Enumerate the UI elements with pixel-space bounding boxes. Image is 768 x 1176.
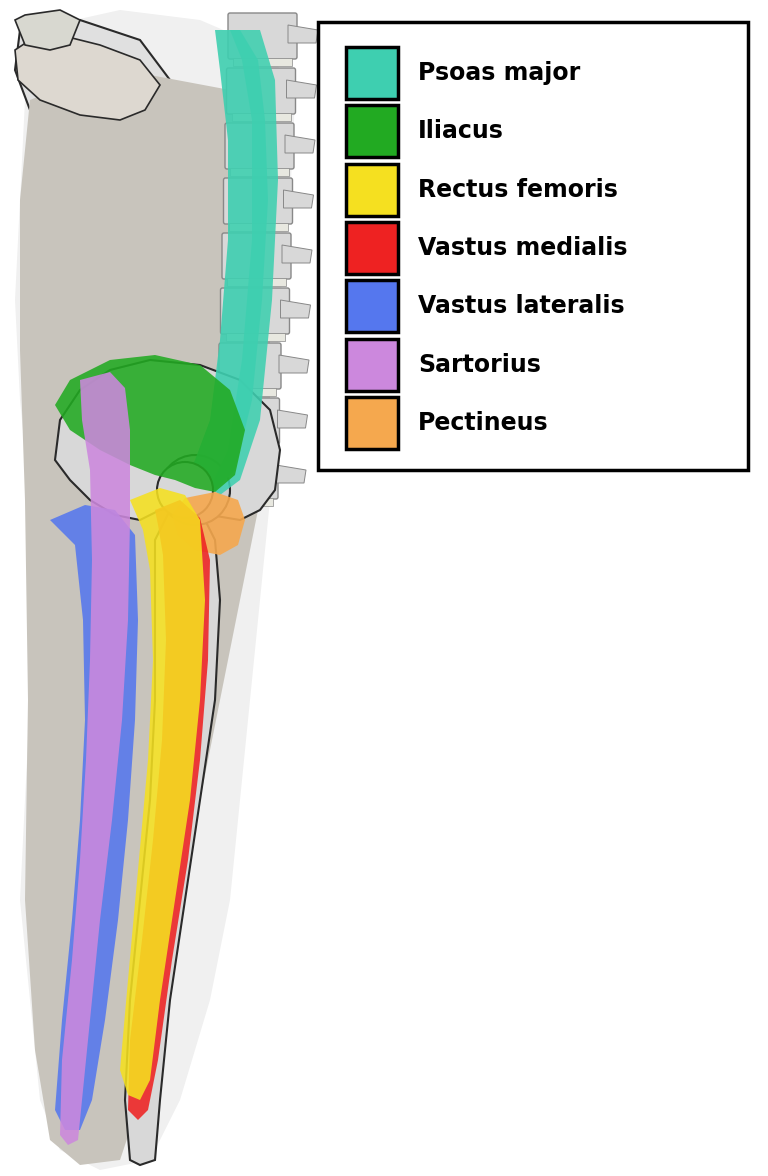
Circle shape xyxy=(160,455,230,524)
Bar xyxy=(233,58,292,66)
FancyBboxPatch shape xyxy=(216,453,278,499)
Polygon shape xyxy=(125,510,220,1165)
Bar xyxy=(346,163,398,215)
FancyBboxPatch shape xyxy=(225,123,294,169)
Polygon shape xyxy=(120,488,205,1100)
Polygon shape xyxy=(285,135,315,153)
Polygon shape xyxy=(15,11,80,51)
Polygon shape xyxy=(280,300,310,318)
Bar xyxy=(346,47,398,99)
Bar xyxy=(346,222,398,274)
FancyBboxPatch shape xyxy=(220,288,290,334)
FancyBboxPatch shape xyxy=(217,397,280,445)
Polygon shape xyxy=(15,20,170,140)
Text: Vastus lateralis: Vastus lateralis xyxy=(418,294,624,319)
Text: Pectineus: Pectineus xyxy=(418,410,548,435)
Bar xyxy=(318,22,748,470)
Polygon shape xyxy=(20,75,270,1165)
Polygon shape xyxy=(210,31,278,495)
Circle shape xyxy=(157,462,213,517)
Polygon shape xyxy=(282,245,312,263)
Bar xyxy=(346,396,398,449)
Bar xyxy=(223,443,274,452)
Polygon shape xyxy=(286,80,316,98)
Text: Vastus medialis: Vastus medialis xyxy=(418,236,627,260)
Bar xyxy=(231,113,290,121)
Text: Sartorius: Sartorius xyxy=(418,353,541,376)
Bar xyxy=(226,333,284,341)
Bar xyxy=(221,497,273,506)
Bar xyxy=(229,223,287,230)
FancyBboxPatch shape xyxy=(219,343,281,389)
Bar xyxy=(346,280,398,333)
Polygon shape xyxy=(288,25,318,44)
Polygon shape xyxy=(50,505,138,1130)
Bar xyxy=(224,388,276,396)
Polygon shape xyxy=(15,11,295,1170)
Polygon shape xyxy=(15,35,160,120)
FancyBboxPatch shape xyxy=(223,178,293,223)
Bar xyxy=(346,339,398,390)
FancyBboxPatch shape xyxy=(222,233,291,279)
Polygon shape xyxy=(60,372,130,1145)
Text: Iliacus: Iliacus xyxy=(418,120,504,143)
Polygon shape xyxy=(55,360,280,520)
Bar xyxy=(230,168,289,176)
FancyBboxPatch shape xyxy=(227,68,296,114)
Polygon shape xyxy=(128,500,210,1120)
Polygon shape xyxy=(276,465,306,483)
Polygon shape xyxy=(172,492,245,555)
Polygon shape xyxy=(55,355,245,492)
Bar xyxy=(227,278,286,286)
Polygon shape xyxy=(277,410,307,428)
Text: Psoas major: Psoas major xyxy=(418,61,581,85)
Text: Rectus femoris: Rectus femoris xyxy=(418,178,618,202)
Polygon shape xyxy=(279,355,309,373)
FancyBboxPatch shape xyxy=(228,13,297,59)
Polygon shape xyxy=(283,191,313,208)
Bar xyxy=(346,106,398,158)
Polygon shape xyxy=(185,31,268,490)
